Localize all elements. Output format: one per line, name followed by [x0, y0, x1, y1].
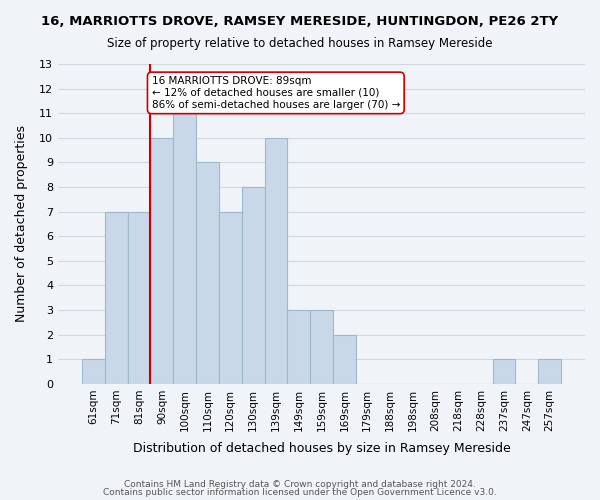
Bar: [196, 162, 219, 384]
Bar: [151, 138, 173, 384]
Bar: [173, 113, 196, 384]
Bar: [493, 360, 515, 384]
Text: 16, MARRIOTTS DROVE, RAMSEY MERESIDE, HUNTINGDON, PE26 2TY: 16, MARRIOTTS DROVE, RAMSEY MERESIDE, HU…: [41, 15, 559, 28]
Bar: [82, 360, 105, 384]
Text: Size of property relative to detached houses in Ramsey Mereside: Size of property relative to detached ho…: [107, 38, 493, 51]
Bar: [265, 138, 287, 384]
Y-axis label: Number of detached properties: Number of detached properties: [15, 126, 28, 322]
Bar: [128, 212, 151, 384]
Bar: [219, 212, 242, 384]
Bar: [287, 310, 310, 384]
Text: 16 MARRIOTTS DROVE: 89sqm
← 12% of detached houses are smaller (10)
86% of semi-: 16 MARRIOTTS DROVE: 89sqm ← 12% of detac…: [152, 76, 400, 110]
Text: Contains HM Land Registry data © Crown copyright and database right 2024.: Contains HM Land Registry data © Crown c…: [124, 480, 476, 489]
Bar: [242, 187, 265, 384]
Bar: [105, 212, 128, 384]
Bar: [538, 360, 561, 384]
Bar: [333, 334, 356, 384]
Bar: [310, 310, 333, 384]
X-axis label: Distribution of detached houses by size in Ramsey Mereside: Distribution of detached houses by size …: [133, 442, 511, 455]
Text: Contains public sector information licensed under the Open Government Licence v3: Contains public sector information licen…: [103, 488, 497, 497]
